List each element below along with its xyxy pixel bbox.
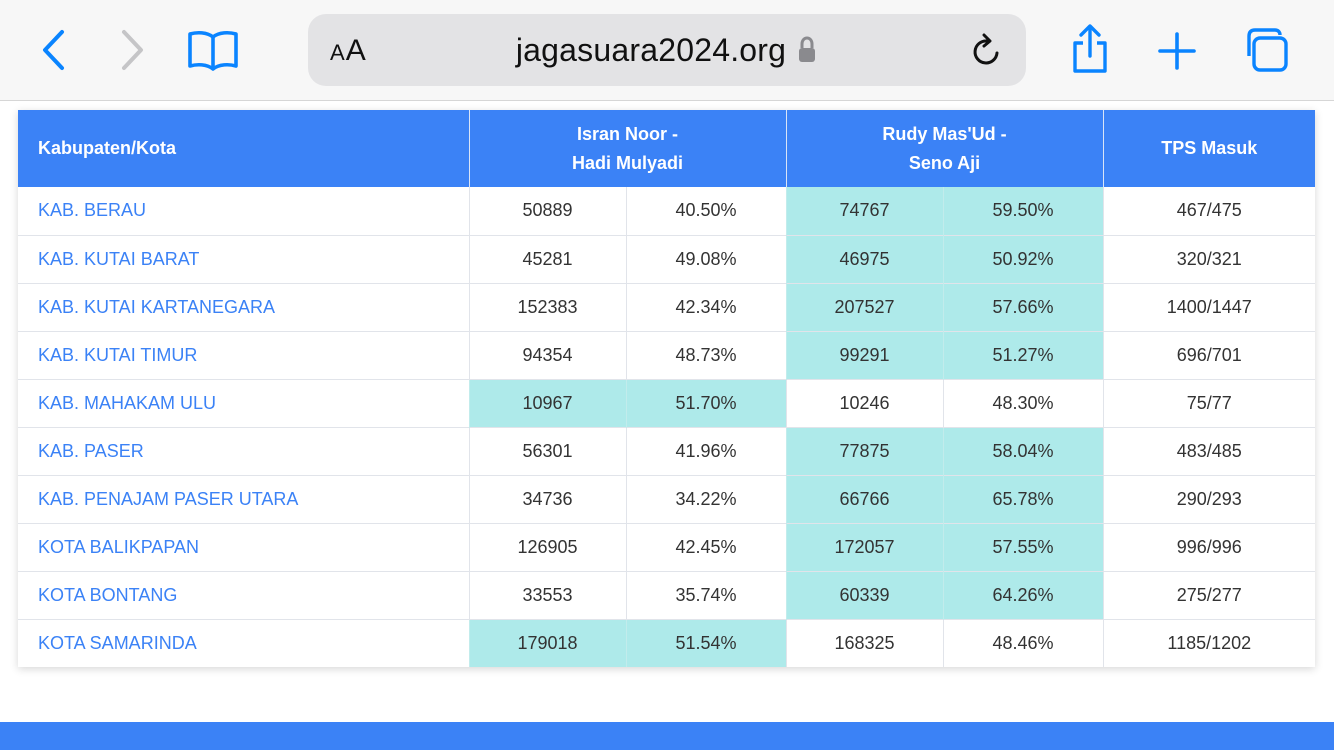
candidate-2-percent: 58.04%	[942, 426, 1104, 475]
candidate-1-percent: 42.45%	[625, 522, 787, 571]
candidate-2-percent: 64.26%	[942, 570, 1104, 619]
candidate-2-percent: 48.30%	[942, 378, 1104, 427]
tps-count: 320/321	[1102, 234, 1316, 283]
candidate-1-percent: 49.08%	[625, 234, 787, 283]
candidate-2-percent: 57.55%	[942, 522, 1104, 571]
tps-count: 290/293	[1102, 474, 1316, 523]
candidate-1-percent: 51.70%	[625, 378, 787, 427]
candidate-2-percent: 51.27%	[942, 330, 1104, 379]
table-row: KOTA BALIKPAPAN 126905 42.45% 172057 57.…	[18, 522, 1316, 571]
region-link[interactable]: KOTA BALIKPAPAN	[18, 522, 469, 571]
table-row: KAB. PENAJAM PASER UTARA 34736 34.22% 66…	[18, 474, 1316, 523]
reload-icon[interactable]	[968, 32, 1006, 70]
region-link[interactable]: KAB. PENAJAM PASER UTARA	[18, 474, 469, 523]
back-icon[interactable]	[30, 26, 78, 74]
candidate-1-votes: 179018	[468, 618, 626, 667]
candidate-1-percent: 35.74%	[625, 570, 787, 619]
candidate-2-votes: 74767	[785, 187, 944, 235]
region-link[interactable]: KAB. PASER	[18, 426, 469, 475]
candidate-1-votes: 152383	[468, 282, 626, 331]
region-link[interactable]: KOTA SAMARINDA	[18, 618, 469, 667]
url-text[interactable]: jagasuara2024.org	[515, 31, 787, 68]
region-link[interactable]: KOTA BONTANG	[18, 570, 469, 619]
tps-count: 483/485	[1102, 426, 1316, 475]
table-row: KAB. BERAU 50889 40.50% 74767 59.50% 467…	[18, 187, 1316, 235]
region-link[interactable]: KAB. KUTAI KARTANEGARA	[18, 282, 469, 331]
candidate-2-votes: 60339	[785, 570, 944, 619]
tps-count: 75/77	[1102, 378, 1316, 427]
header-candidate-2: Rudy Mas'Ud - Seno Aji	[785, 110, 1104, 187]
region-link[interactable]: KAB. KUTAI TIMUR	[18, 330, 469, 379]
tps-count: 467/475	[1102, 187, 1316, 235]
candidate-1-votes: 34736	[468, 474, 626, 523]
table-row: KAB. KUTAI KARTANEGARA 152383 42.34% 207…	[18, 282, 1316, 331]
header-candidate-2-line-1: Rudy Mas'Ud -	[882, 123, 1007, 144]
candidate-1-percent: 51.54%	[625, 618, 787, 667]
lock-icon	[796, 36, 818, 64]
header-candidate-1: Isran Noor - Hadi Mulyadi	[468, 110, 787, 187]
tps-count: 1400/1447	[1102, 282, 1316, 331]
candidate-1-votes: 33553	[468, 570, 626, 619]
footer-bar	[0, 722, 1334, 750]
table-row: KAB. KUTAI BARAT 45281 49.08% 46975 50.9…	[18, 234, 1316, 283]
table-row: KAB. MAHAKAM ULU 10967 51.70% 10246 48.3…	[18, 378, 1316, 427]
header-candidate-2-line-2: Seno Aji	[908, 152, 981, 173]
table-row: KAB. KUTAI TIMUR 94354 48.73% 99291 51.2…	[18, 330, 1316, 379]
candidate-1-percent: 34.22%	[625, 474, 787, 523]
candidate-1-percent: 42.34%	[625, 282, 787, 331]
share-icon[interactable]	[1064, 22, 1116, 76]
text-size-small-label: A	[330, 40, 345, 65]
header-region: Kabupaten/Kota	[18, 110, 469, 187]
region-link[interactable]: KAB. KUTAI BARAT	[18, 234, 469, 283]
candidate-1-percent: 41.96%	[625, 426, 787, 475]
candidate-2-votes: 10246	[785, 378, 944, 427]
candidate-1-votes: 94354	[468, 330, 626, 379]
tps-count: 275/277	[1102, 570, 1316, 619]
candidate-2-votes: 168325	[785, 618, 944, 667]
results-table: Kabupaten/Kota Isran Noor - Hadi Mulyadi…	[18, 110, 1316, 667]
new-tab-icon[interactable]	[1152, 26, 1202, 76]
candidate-1-votes: 45281	[468, 234, 626, 283]
table-row: KOTA BONTANG 33553 35.74% 60339 64.26% 2…	[18, 570, 1316, 619]
candidate-2-votes: 66766	[785, 474, 944, 523]
tps-count: 696/701	[1102, 330, 1316, 379]
header-candidate-1-line-1: Isran Noor -	[577, 123, 679, 144]
text-size-large-label: A	[345, 34, 366, 67]
header-tps: TPS Masuk	[1102, 110, 1316, 187]
candidate-2-percent: 50.92%	[942, 234, 1104, 283]
candidate-1-percent: 40.50%	[625, 187, 787, 235]
tps-count: 996/996	[1102, 522, 1316, 571]
forward-icon[interactable]	[108, 26, 156, 74]
table-row: KOTA SAMARINDA 179018 51.54% 168325 48.4…	[18, 618, 1316, 667]
region-link[interactable]: KAB. MAHAKAM ULU	[18, 378, 469, 427]
candidate-1-votes: 56301	[468, 426, 626, 475]
candidate-1-votes: 10967	[468, 378, 626, 427]
candidate-2-percent: 57.66%	[942, 282, 1104, 331]
region-link[interactable]: KAB. BERAU	[38, 200, 147, 221]
header-candidate-1-line-2: Hadi Mulyadi	[572, 152, 684, 173]
candidate-2-votes: 46975	[785, 234, 944, 283]
results-table-card: Kabupaten/Kota Isran Noor - Hadi Mulyadi…	[18, 110, 1316, 667]
candidate-2-percent: 48.46%	[942, 618, 1104, 667]
tps-count: 1185/1202	[1102, 618, 1316, 667]
table-row: KAB. PASER 56301 41.96% 77875 58.04% 483…	[18, 426, 1316, 475]
candidate-2-percent: 59.50%	[942, 187, 1104, 235]
candidate-2-votes: 207527	[785, 282, 944, 331]
bookmarks-icon[interactable]	[186, 26, 240, 74]
candidate-2-votes: 172057	[785, 522, 944, 571]
candidate-2-votes: 99291	[785, 330, 944, 379]
candidate-2-votes: 77875	[785, 426, 944, 475]
table-header-row: Kabupaten/Kota Isran Noor - Hadi Mulyadi…	[18, 110, 1316, 187]
tabs-overview-icon[interactable]	[1238, 24, 1294, 76]
candidate-2-percent: 65.78%	[942, 474, 1104, 523]
candidate-1-votes: 126905	[468, 522, 626, 571]
candidate-1-percent: 48.73%	[625, 330, 787, 379]
candidate-1-votes: 50889	[468, 187, 626, 235]
